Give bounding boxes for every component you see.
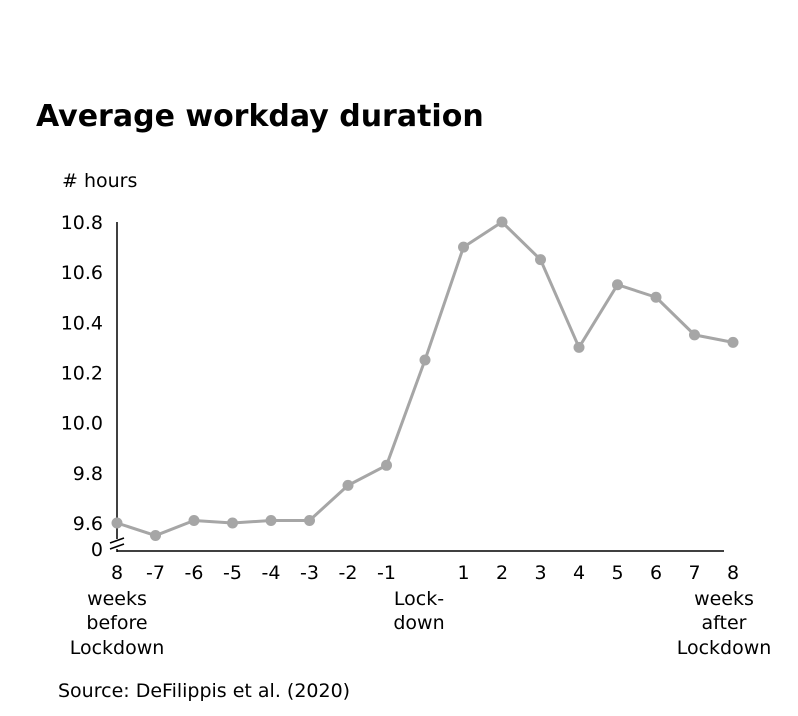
data-point <box>342 479 354 491</box>
x-tick-label: 5 <box>611 562 623 584</box>
annotation-before-line-1: weeks <box>87 588 147 610</box>
annotation-after-line-1: weeks <box>694 588 754 610</box>
x-tick-label: -3 <box>300 562 319 584</box>
x-tick-label: -4 <box>262 562 281 584</box>
annotation-after-line-2: after <box>702 612 747 634</box>
x-tick-label: -6 <box>185 562 204 584</box>
annotation-lockdown-line-2: down <box>393 612 444 634</box>
y-tick-label: 10.0 <box>61 413 103 435</box>
x-tick-label: -2 <box>339 562 358 584</box>
y-axis-label: # hours <box>62 170 137 192</box>
y-tick-label: 9.8 <box>73 463 103 485</box>
y-tick-label: 10.4 <box>61 312 103 334</box>
data-point <box>419 354 431 366</box>
x-tick-labels: 8 -7 -6 -5 -4 -3 -2 -1 1 2 3 4 5 6 7 8 <box>111 562 739 584</box>
x-tick-label: -7 <box>146 562 165 584</box>
axes <box>109 222 724 552</box>
y-tick-label: 0 <box>91 539 103 561</box>
data-point <box>304 514 315 526</box>
data-point <box>227 517 238 529</box>
data-point <box>612 279 623 291</box>
y-tick-label: 10.6 <box>61 262 103 284</box>
series-points <box>111 216 739 542</box>
x-tick-label: -1 <box>377 562 396 584</box>
data-point <box>727 336 739 348</box>
data-point <box>573 341 585 353</box>
y-tick-labels: 10.8 10.6 10.4 10.2 10.0 9.8 9.6 0 <box>61 212 103 561</box>
data-point <box>381 459 392 471</box>
annotation-before-line-2: before <box>86 612 147 634</box>
data-point <box>458 241 469 253</box>
axis-break-mark-upper <box>109 537 125 544</box>
series-line <box>116 220 734 538</box>
data-point <box>689 329 700 341</box>
data-point <box>188 514 200 526</box>
x-tick-label: 8 <box>727 562 739 584</box>
x-tick-label: 4 <box>573 562 585 584</box>
annotation-lockdown-line-1: Lock- <box>394 588 444 610</box>
x-tick-label: 3 <box>534 562 546 584</box>
x-tick-label: 6 <box>650 562 662 584</box>
chart-title: Average workday duration <box>36 99 484 134</box>
annotation-before-line-3: Lockdown <box>70 637 165 659</box>
axis-break-mark-lower <box>109 543 125 550</box>
data-point <box>496 216 508 228</box>
data-point <box>265 514 277 526</box>
x-tick-label: -5 <box>223 562 242 584</box>
y-tick-label: 10.8 <box>61 212 103 234</box>
data-point <box>150 530 161 542</box>
data-point <box>111 517 123 529</box>
data-point <box>650 291 662 303</box>
x-tick-label: 7 <box>688 562 700 584</box>
annotation-after-line-3: Lockdown <box>677 637 772 659</box>
y-tick-label: 9.6 <box>73 513 103 535</box>
data-point <box>535 254 546 266</box>
x-tick-label: 2 <box>496 562 508 584</box>
x-tick-label: 8 <box>111 562 123 584</box>
x-annotations: weeks before Lockdown Lock- down weeks a… <box>70 588 772 659</box>
x-tick-label: 1 <box>457 562 469 584</box>
y-tick-label: 10.2 <box>61 363 103 385</box>
source-note: Source: DeFilippis et al. (2020) <box>58 680 350 702</box>
